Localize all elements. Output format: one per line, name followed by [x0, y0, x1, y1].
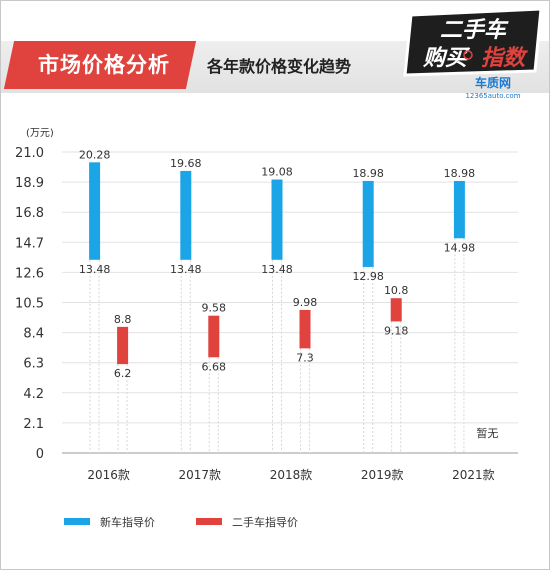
- legend-label: 新车指导价: [100, 515, 155, 529]
- logo-line2a: 购买: [422, 46, 471, 71]
- low-value-label: 13.48: [170, 263, 202, 276]
- high-value-label: 9.58: [202, 302, 227, 315]
- y-tick-label: 8.4: [23, 327, 44, 342]
- chart-subtitle: 各年款价格变化趋势: [207, 57, 352, 76]
- y-tick-label: 2.1: [23, 417, 44, 432]
- price-range-bar: [117, 326, 129, 365]
- high-value-label: 8.8: [114, 313, 132, 326]
- y-tick-label: 18.9: [15, 176, 44, 191]
- price-range-bar: [390, 298, 402, 322]
- price-range-bar: [271, 179, 283, 260]
- y-tick-label: 0: [36, 447, 44, 462]
- logo-line2b: 指数: [481, 46, 528, 71]
- x-tick-label: 2016款: [87, 468, 130, 482]
- logo-line1: 二手车: [440, 17, 509, 43]
- y-tick-label: 6.3: [23, 357, 44, 372]
- low-value-label: 6.2: [114, 367, 132, 380]
- low-value-label: 13.48: [79, 263, 111, 276]
- price-range-bar: [299, 309, 311, 349]
- y-tick-label: 16.8: [15, 206, 44, 221]
- low-value-label: 6.68: [202, 360, 227, 373]
- high-value-label: 19.68: [170, 157, 202, 170]
- price-range-bar: [89, 162, 101, 260]
- x-tick-label: 2018款: [270, 468, 313, 482]
- price-range-bar: [362, 180, 374, 267]
- high-value-label: 10.8: [384, 284, 409, 297]
- y-tick-label: 4.2: [23, 387, 44, 402]
- annotation-label: 暂无: [476, 427, 498, 440]
- legend-swatch: [64, 518, 90, 525]
- y-tick-label: 10.5: [15, 297, 44, 312]
- x-tick-label: 2019款: [361, 468, 404, 482]
- section-title: 市场价格分析: [38, 53, 170, 77]
- logo-domain: 12365auto.com: [465, 92, 520, 100]
- y-tick-label: 12.6: [15, 266, 44, 281]
- x-tick-label: 2021款: [452, 468, 495, 482]
- high-value-label: 9.98: [293, 296, 318, 309]
- logo-brand: 车质网: [475, 75, 511, 90]
- price-range-bar: [208, 315, 220, 358]
- y-tick-label: 14.7: [15, 236, 44, 251]
- high-value-label: 18.98: [444, 167, 476, 180]
- low-value-label: 13.48: [261, 263, 293, 276]
- low-value-label: 7.3: [296, 351, 314, 364]
- price-range-bar: [180, 170, 192, 260]
- x-tick-label: 2017款: [179, 468, 222, 482]
- low-value-label: 14.98: [444, 241, 476, 254]
- high-value-label: 18.98: [352, 167, 384, 180]
- high-value-label: 20.28: [79, 148, 111, 161]
- low-value-label: 9.18: [384, 324, 409, 337]
- price-range-bar: [453, 180, 465, 239]
- legend-label: 二手车指导价: [232, 515, 298, 529]
- price-range-chart: (万元) 21.0 18.9 16.8 14.7 12.6 10.5 8.4 6.3 4.2 2.1…: [15, 128, 518, 529]
- y-unit-label: (万元): [26, 128, 54, 139]
- buy-index-logo: 二手车 购买 指数 车质网 12365auto.com: [403, 7, 543, 100]
- y-tick-label: 21.0: [15, 146, 44, 161]
- legend-swatch: [196, 518, 222, 525]
- low-value-label: 12.98: [352, 270, 384, 283]
- high-value-label: 19.08: [261, 166, 293, 179]
